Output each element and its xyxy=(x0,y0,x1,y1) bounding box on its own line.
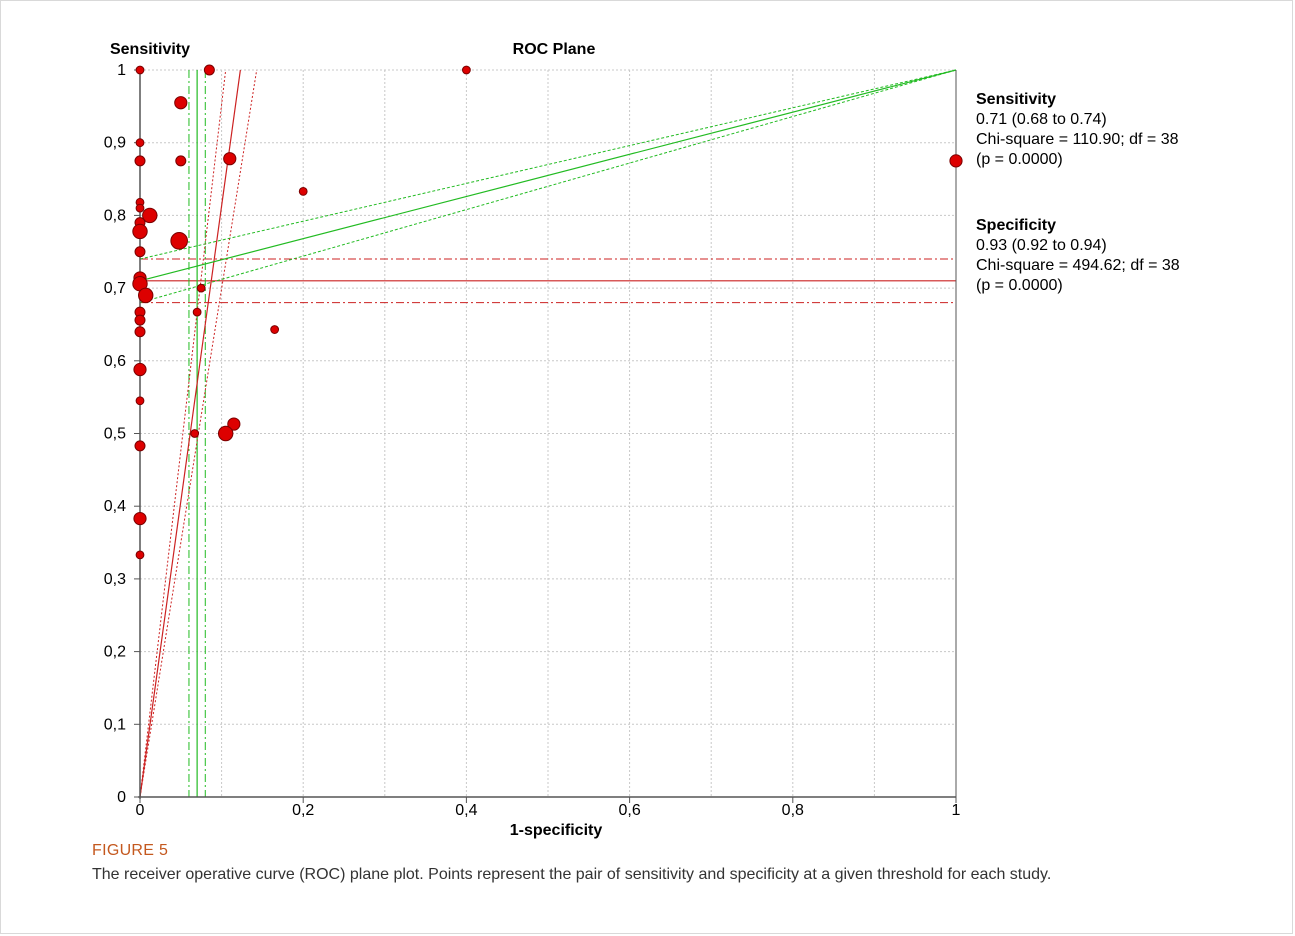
y-tick-label: 1 xyxy=(117,62,126,79)
sensitivity-summary-line xyxy=(139,69,957,282)
study-point xyxy=(170,232,188,250)
y-tick-label: 0,6 xyxy=(104,353,126,370)
study-point xyxy=(134,326,146,338)
tick-labels: 0 0,1 0,2 0,3 0,4 0,5 0,6 0,7 0,8 0,9 1 0 0,2 0,4 0,6 0… xyxy=(104,62,961,819)
sensitivity-summary: Sensitivity 0.71 (0.68 to 0.74) Chi-squa… xyxy=(976,90,1179,170)
study-point xyxy=(192,307,202,317)
y-tick-label: 0,7 xyxy=(104,280,126,297)
specificity-p-value: (p = 0.0000) xyxy=(976,277,1063,294)
figure-label: FIGURE 5 xyxy=(92,842,169,859)
study-point xyxy=(133,362,147,377)
roc-plane-chart: 0 0,1 0,2 0,3 0,4 0,5 0,6 0,7 0,8 0,9 1 0 0,2 0,4 0,6 0… xyxy=(104,41,963,839)
study-point xyxy=(134,246,146,258)
x-tick-label: 0,6 xyxy=(618,802,640,819)
grid-lines xyxy=(140,69,957,797)
y-tick-label: 0,3 xyxy=(104,571,126,588)
y-tick-label: 0,8 xyxy=(104,207,126,224)
y-tick-label: 0 xyxy=(117,789,126,806)
specificity-estimate: 0.93 (0.92 to 0.94) xyxy=(976,237,1107,254)
study-point xyxy=(196,283,206,293)
study-point xyxy=(223,152,237,166)
study-point xyxy=(949,154,963,168)
study-point xyxy=(135,138,145,148)
study-point xyxy=(135,203,145,213)
specificity-chi-square: Chi-square = 494.62; df = 38 xyxy=(976,257,1180,274)
study-point xyxy=(174,96,188,110)
y-tick-label: 0,5 xyxy=(104,426,126,443)
study-point xyxy=(298,187,308,196)
y-tick-label: 0,4 xyxy=(104,498,126,515)
study-point xyxy=(135,65,145,75)
study-point xyxy=(227,417,241,431)
specificity-summary: Specificity 0.93 (0.92 to 0.94) Chi-squa… xyxy=(976,216,1180,296)
study-point xyxy=(175,155,187,167)
specificity-heading: Specificity xyxy=(976,217,1057,234)
x-axis-label: 1-specificity xyxy=(510,822,603,839)
sensitivity-chi-square: Chi-square = 110.90; df = 38 xyxy=(976,131,1179,148)
study-point xyxy=(132,223,148,240)
x-tick-label: 0,2 xyxy=(292,802,314,819)
study-point xyxy=(135,550,145,560)
y-tick-label: 0,9 xyxy=(104,135,126,152)
x-tick-label: 0,8 xyxy=(782,802,804,819)
figure-caption: The receiver operative curve (ROC) plane… xyxy=(92,866,1052,883)
x-tick-label: 0 xyxy=(136,802,145,819)
study-point xyxy=(190,429,200,438)
specificity-line xyxy=(139,69,241,798)
x-tick-label: 1 xyxy=(952,802,961,819)
study-point xyxy=(133,511,147,526)
study-point xyxy=(134,155,146,167)
study-point xyxy=(462,65,471,75)
y-tick-label: 0,1 xyxy=(104,716,126,733)
chart-title: ROC Plane xyxy=(513,41,596,58)
x-tick-label: 0,4 xyxy=(455,802,477,819)
y-axis-label: Sensitivity xyxy=(110,41,190,58)
study-points xyxy=(132,64,963,560)
sensitivity-heading: Sensitivity xyxy=(976,91,1057,108)
study-point xyxy=(270,325,280,334)
study-point xyxy=(134,314,146,326)
y-tick-label: 0,2 xyxy=(104,644,126,661)
sensitivity-estimate: 0.71 (0.68 to 0.74) xyxy=(976,111,1107,128)
study-point xyxy=(135,396,145,406)
study-point xyxy=(217,425,234,442)
study-point xyxy=(142,207,158,224)
sensitivity-p-value: (p = 0.0000) xyxy=(976,151,1063,168)
sensitivity-summary-ci-lower xyxy=(139,69,957,304)
study-point xyxy=(203,64,215,76)
axes xyxy=(134,68,957,803)
study-point xyxy=(134,440,146,452)
study-point xyxy=(138,287,154,304)
